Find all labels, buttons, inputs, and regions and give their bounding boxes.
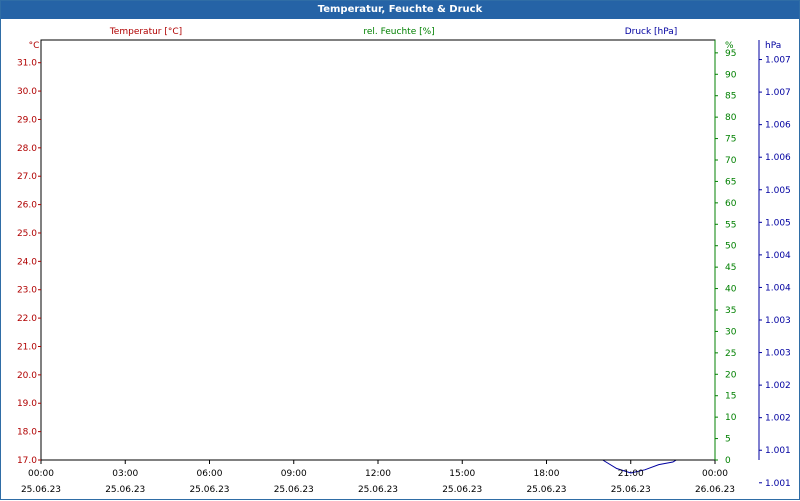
temperature-tick-label: 17.0 — [17, 456, 37, 466]
temperature-tick-label: 18.0 — [17, 428, 37, 438]
temperature-tick-label: 24.0 — [17, 257, 37, 267]
temperature-tick-label: 20.0 — [17, 371, 37, 381]
x-tick-label: 03:00 — [112, 469, 138, 479]
humidity-tick-label: 95 — [725, 49, 736, 59]
x-date-label: 25.06.23 — [358, 485, 398, 495]
temperature-tick-label: 25.0 — [17, 229, 37, 239]
pressure-tick-label: 1.007 — [765, 56, 791, 66]
temperature-tick-label: 28.0 — [17, 144, 37, 154]
humidity-tick-label: 75 — [725, 135, 736, 145]
pressure-tick-label: 1.002 — [765, 414, 791, 424]
x-tick-label: 00:00 — [28, 469, 54, 479]
temperature-unit-label: °C — [29, 41, 40, 51]
humidity-tick-label: 80 — [725, 113, 737, 123]
pressure-tick-label: 1.004 — [765, 283, 791, 293]
temperature-series-label: Temperatur [°C] — [109, 27, 182, 37]
temperature-tick-label: 22.0 — [17, 314, 37, 324]
pressure-tick-label: 1.001 — [765, 479, 791, 489]
x-date-label: 25.06.23 — [189, 485, 229, 495]
pressure-tick-label: 1.003 — [765, 316, 791, 326]
x-tick-label: 18:00 — [534, 469, 560, 479]
pressure-tick-label: 1.002 — [765, 381, 791, 391]
x-tick-label: 06:00 — [197, 469, 223, 479]
x-tick-label: 12:00 — [365, 469, 391, 479]
temperature-tick-label: 30.0 — [17, 87, 37, 97]
pressure-tick-label: 1.007 — [765, 88, 791, 98]
x-tick-label: 09:00 — [281, 469, 307, 479]
pressure-tick-label: 1.005 — [765, 218, 791, 228]
pressure-tick-label: 1.006 — [765, 121, 791, 131]
temperature-tick-label: 21.0 — [17, 342, 37, 352]
x-date-label: 25.06.23 — [442, 485, 482, 495]
humidity-tick-label: 70 — [725, 156, 737, 166]
humidity-tick-label: 0 — [725, 456, 731, 466]
humidity-tick-label: 35 — [725, 306, 736, 316]
humidity-tick-label: 55 — [725, 220, 736, 230]
pressure-series-label: Druck [hPa] — [625, 27, 678, 37]
x-date-label: 25.06.23 — [526, 485, 566, 495]
humidity-tick-label: 45 — [725, 263, 736, 273]
humidity-tick-label: 25 — [725, 349, 736, 359]
humidity-tick-label: 60 — [725, 199, 737, 209]
pressure-tick-label: 1.006 — [765, 153, 791, 163]
temperature-tick-label: 27.0 — [17, 172, 37, 182]
temperature-tick-label: 29.0 — [17, 115, 37, 125]
pressure-tick-label: 1.004 — [765, 251, 791, 261]
humidity-tick-label: 65 — [725, 177, 736, 187]
temperature-tick-label: 19.0 — [17, 399, 37, 409]
pressure-unit-label: hPa — [765, 41, 781, 51]
humidity-tick-label: 50 — [725, 242, 737, 252]
x-tick-label: 00:00 — [702, 469, 728, 479]
humidity-tick-label: 5 — [725, 435, 731, 445]
humidity-tick-label: 10 — [725, 413, 737, 423]
humidity-tick-label: 30 — [725, 327, 737, 337]
x-tick-label: 15:00 — [449, 469, 475, 479]
pressure-tick-label: 1.005 — [765, 186, 791, 196]
x-date-label: 25.06.23 — [105, 485, 145, 495]
temperature-tick-label: 23.0 — [17, 286, 37, 296]
humidity-tick-label: 20 — [725, 370, 737, 380]
x-tick-label: 21:00 — [618, 469, 644, 479]
x-date-label: 25.06.23 — [611, 485, 651, 495]
temperature-tick-label: 31.0 — [17, 59, 37, 69]
humidity-tick-label: 40 — [725, 285, 737, 295]
humidity-series-label: rel. Feuchte [%] — [363, 27, 434, 37]
x-date-label: 25.06.23 — [21, 485, 61, 495]
chart-title: Temperatur, Feuchte & Druck — [1, 1, 799, 19]
pressure-tick-label: 1.001 — [765, 446, 791, 456]
humidity-tick-label: 15 — [725, 392, 736, 402]
humidity-tick-label: 85 — [725, 92, 736, 102]
x-date-label: 25.06.23 — [274, 485, 314, 495]
temperature-tick-label: 26.0 — [17, 201, 37, 211]
x-date-label: 26.06.23 — [695, 485, 735, 495]
humidity-unit-label: % — [725, 41, 734, 51]
plot-area — [40, 39, 716, 461]
humidity-tick-label: 90 — [725, 70, 737, 80]
pressure-tick-label: 1.003 — [765, 349, 791, 359]
